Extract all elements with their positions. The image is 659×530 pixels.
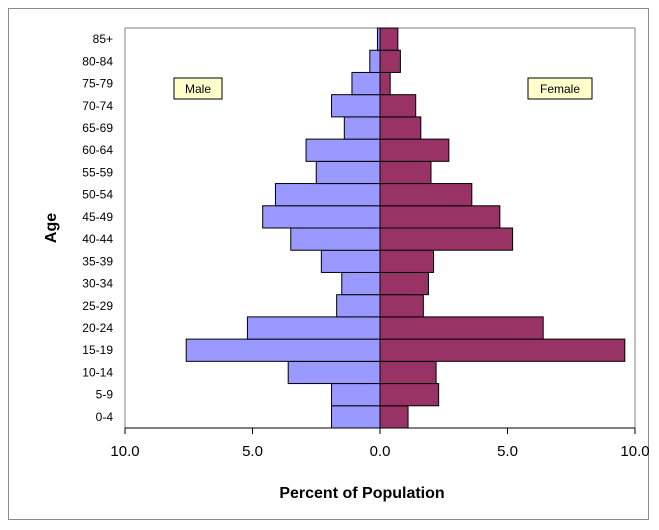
y-tick-label: 0-4 bbox=[96, 410, 114, 424]
female-bar-25-29 bbox=[379, 294, 424, 318]
y-tick-label: 85+ bbox=[93, 32, 113, 46]
female-bar-15-19 bbox=[379, 338, 626, 362]
male-bar-35-39 bbox=[320, 249, 381, 273]
male-bar-5-9 bbox=[331, 383, 381, 407]
x-tick-label: 5.0 bbox=[242, 443, 263, 460]
y-tick-label: 65-69 bbox=[82, 121, 113, 135]
y-tick-label: 45-49 bbox=[82, 210, 113, 224]
y-tick-label: 10-14 bbox=[82, 365, 113, 379]
x-tick-label: 10.0 bbox=[620, 443, 649, 460]
male-bar-30-34 bbox=[341, 271, 381, 296]
male-bar-75-79 bbox=[351, 71, 381, 96]
x-tick-label: 0.0 bbox=[370, 443, 391, 460]
female-bar-70-74 bbox=[379, 94, 417, 118]
male-bar-15-19 bbox=[185, 338, 381, 362]
female-bar-85+ bbox=[379, 27, 399, 51]
y-tick-label: 5-9 bbox=[96, 388, 114, 402]
legend-female: Female bbox=[527, 77, 593, 100]
male-bar-65-69 bbox=[343, 116, 381, 140]
female-bars bbox=[379, 27, 626, 429]
male-bar-45-49 bbox=[262, 205, 381, 229]
x-tick-marks bbox=[124, 428, 636, 434]
y-tick-label: 80-84 bbox=[82, 54, 113, 68]
female-bar-30-34 bbox=[379, 271, 429, 296]
y-tick-label: 30-34 bbox=[82, 277, 113, 291]
y-axis-title: Age bbox=[43, 213, 60, 243]
male-bar-20-24 bbox=[246, 316, 381, 340]
y-tick-label: 35-39 bbox=[82, 254, 113, 268]
female-bar-65-69 bbox=[379, 116, 422, 140]
female-bar-40-44 bbox=[379, 227, 514, 251]
female-bar-0-4 bbox=[379, 405, 409, 429]
male-bar-55-59 bbox=[315, 160, 381, 185]
female-bar-50-54 bbox=[379, 183, 473, 207]
y-tick-label: 70-74 bbox=[82, 99, 113, 113]
female-bar-20-24 bbox=[379, 316, 544, 340]
female-bar-60-64 bbox=[379, 138, 450, 162]
male-bar-70-74 bbox=[331, 94, 381, 118]
male-bar-0-4 bbox=[331, 405, 381, 429]
male-bar-50-54 bbox=[274, 183, 381, 207]
y-tick-label: 15-19 bbox=[82, 343, 113, 357]
x-tick-labels: 10.0 5.0 0.0 5.0 10.0 bbox=[110, 443, 649, 460]
x-tick-label: 10.0 bbox=[110, 443, 139, 460]
y-tick-label: 40-44 bbox=[82, 232, 113, 246]
female-bar-45-49 bbox=[379, 205, 501, 229]
male-bar-25-29 bbox=[336, 294, 381, 318]
y-tick-label: 20-24 bbox=[82, 321, 113, 335]
male-bar-10-14 bbox=[287, 360, 381, 385]
legend-female-label: Female bbox=[540, 82, 580, 96]
legend-male: Male bbox=[173, 77, 223, 100]
x-axis-title: Percent of Population bbox=[279, 485, 444, 502]
female-bar-80-84 bbox=[379, 49, 401, 73]
female-bar-55-59 bbox=[379, 160, 432, 185]
female-bar-35-39 bbox=[379, 249, 435, 273]
y-tick-label: 75-79 bbox=[82, 77, 113, 91]
female-bar-75-79 bbox=[379, 71, 391, 96]
female-bar-5-9 bbox=[379, 383, 440, 407]
y-tick-labels: 0-4 5-9 10-14 15-19 20-24 25-29 30-34 35-39 40-4… bbox=[82, 32, 113, 424]
y-tick-label: 60-64 bbox=[82, 143, 113, 157]
y-tick-label: 25-29 bbox=[82, 299, 113, 313]
y-tick-label: 55-59 bbox=[82, 165, 113, 179]
x-tick-label: 5.0 bbox=[497, 443, 518, 460]
legend-male-label: Male bbox=[185, 82, 211, 96]
y-tick-label: 50-54 bbox=[82, 188, 113, 202]
female-bar-10-14 bbox=[379, 360, 437, 385]
male-bar-40-44 bbox=[290, 227, 381, 251]
male-bar-60-64 bbox=[305, 138, 381, 162]
male-bar-80-84 bbox=[369, 49, 381, 73]
